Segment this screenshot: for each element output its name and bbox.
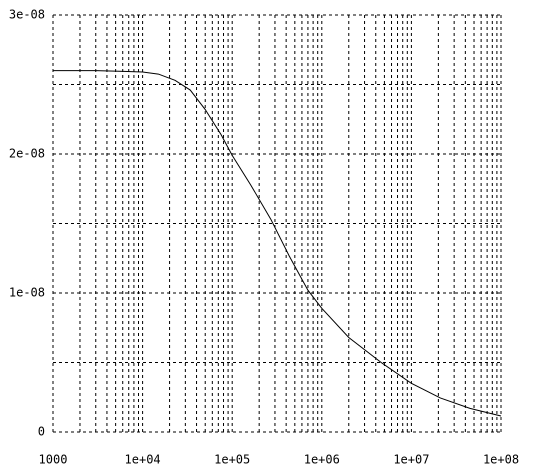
y-tick-label: 2e-08	[9, 147, 45, 161]
x-tick-label: 1e+08	[483, 453, 519, 467]
line	[53, 70, 502, 417]
x-tick-label: 1e+05	[214, 453, 250, 467]
x-tick-label: 1e+06	[304, 453, 340, 467]
y-tick-label: 0	[38, 425, 45, 439]
x-tick-label: 1e+07	[393, 453, 429, 467]
y-tick-label: 3e-08	[9, 8, 45, 22]
x-tick-label: 1e+04	[125, 453, 161, 467]
y-tick-label: 1e-08	[9, 286, 45, 300]
x-tick-label: 1000	[39, 453, 68, 467]
